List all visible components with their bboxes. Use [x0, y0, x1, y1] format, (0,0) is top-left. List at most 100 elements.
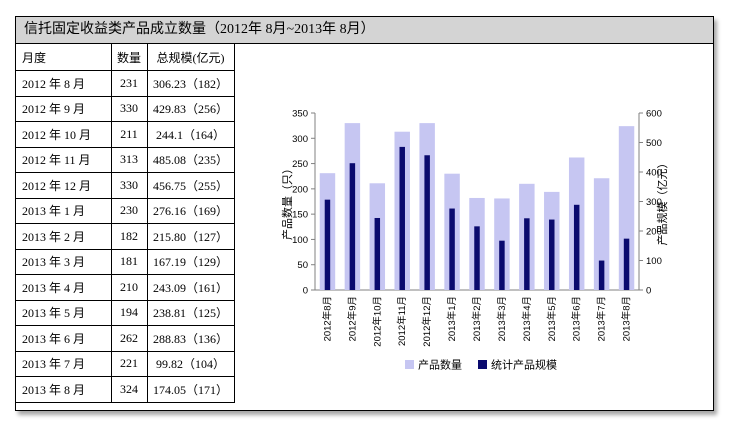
bar-product-scale [399, 146, 405, 290]
cell-count: 211 [110, 121, 148, 148]
cell-month: 2012 年 9 月 [16, 95, 112, 122]
bar-product-scale [324, 199, 331, 290]
cell-scale: 167.19（129） [146, 248, 235, 275]
cell-month: 2013 年 2 月 [16, 223, 112, 250]
cell-count: 194 [110, 299, 148, 326]
right-tick-label: 600 [646, 109, 662, 120]
x-tick-label: 2013年7月 [596, 296, 608, 341]
cell-month: 2013 年 3 月 [16, 248, 112, 275]
x-tick-label: 2013年4月 [521, 296, 533, 341]
table-row: 2012 年 8 月 231 306.23（182） [16, 70, 235, 97]
x-tick-label: 2013年6月 [571, 296, 583, 341]
screenshot-frame: 信托固定收益类产品成立数量（2012年 8月~2013年 8月） 月度 数量 总… [15, 16, 714, 411]
x-tick-label: 2012年8月 [321, 296, 333, 341]
right-axis-title: 产品规模（亿元） [655, 158, 669, 246]
cell-scale: 429.83（256） [146, 95, 235, 122]
bar-product-scale [374, 217, 381, 290]
cell-month: 2013 年 8 月 [16, 376, 112, 403]
bar-product-scale [573, 204, 580, 290]
cell-count: 182 [110, 223, 148, 250]
right-tick-label: 300 [646, 197, 662, 208]
report-panel: 信托固定收益类产品成立数量（2012年 8月~2013年 8月） 月度 数量 总… [15, 16, 714, 411]
table-row: 2013 年 3 月 181 167.19（129） [16, 248, 235, 275]
cell-month: 2013 年 5 月 [16, 299, 112, 326]
cell-count: 210 [110, 274, 148, 301]
cell-scale: 99.82（104） [146, 350, 235, 377]
right-tick-label: 100 [646, 256, 662, 267]
x-tick-label: 2013年3月 [496, 296, 508, 341]
bar-product-scale [449, 208, 455, 290]
legend-label-product-scale: 统计产品规模 [491, 358, 557, 372]
table-row: 2013 年 7 月 221 99.82（104） [16, 350, 235, 377]
cell-scale: 244.1（164） [146, 121, 235, 148]
table-row: 2012 年 12 月 330 456.75（255） [16, 172, 235, 199]
cell-count: 221 [110, 350, 148, 377]
table-header-row: 月度 数量 总规模(亿元) [16, 44, 235, 71]
cell-month: 2012 年 8 月 [16, 70, 112, 97]
cell-scale: 276.16（169） [146, 197, 235, 224]
header-month: 月度 [16, 44, 112, 71]
header-scale: 总规模(亿元) [146, 44, 235, 71]
cell-scale: 174.05（171） [146, 376, 235, 403]
left-tick-label: 200 [292, 184, 308, 195]
cell-count: 230 [110, 197, 148, 224]
data-table: 月度 数量 总规模(亿元) 2012 年 8 月 231 306.23（182） 20… [16, 44, 235, 403]
x-tick-label: 2013年5月 [546, 296, 558, 341]
left-axis-title: 产品数量（只） [280, 163, 294, 240]
cell-month: 2013 年 7 月 [16, 350, 112, 377]
cell-count: 324 [110, 376, 148, 403]
x-tick-label: 2012年9月 [346, 296, 358, 341]
cell-scale: 288.83（136） [146, 325, 235, 352]
panel-title: 信托固定收益类产品成立数量（2012年 8月~2013年 8月） [16, 17, 713, 44]
left-tick-label: 0 [303, 286, 308, 297]
x-tick-label: 2013年8月 [621, 296, 633, 341]
header-count: 数量 [110, 44, 148, 71]
cell-scale: 485.08（235） [146, 146, 235, 173]
legend-label-product-count: 产品数量 [418, 358, 462, 372]
cell-scale: 243.09（161） [146, 274, 235, 301]
cell-month: 2013 年 1 月 [16, 197, 112, 224]
x-tick-label: 2012年11月 [396, 296, 408, 346]
cell-scale: 456.75（255） [146, 172, 235, 199]
bar-product-scale [549, 219, 555, 290]
right-tick-label: 400 [646, 168, 662, 179]
table-row: 2012 年 9 月 330 429.83（256） [16, 95, 235, 122]
left-tick-label: 50 [297, 260, 308, 271]
bar-product-scale [499, 240, 505, 290]
table-row: 2013 年 6 月 262 288.83（136） [16, 325, 235, 352]
x-tick-label: 2013年1月 [446, 296, 458, 341]
bar-product-scale [349, 163, 356, 290]
table-row: 2013 年 5 月 194 238.81（125） [16, 299, 235, 326]
left-tick-label: 300 [292, 134, 308, 145]
table-row: 2012 年 10 月 211 244.1（164） [16, 121, 235, 148]
cell-count: 181 [110, 248, 148, 275]
table-row: 2013 年 4 月 210 243.09（161） [16, 274, 235, 301]
table-row: 2013 年 8 月 324 174.05（171） [16, 376, 235, 403]
bar-product-scale [474, 226, 480, 290]
bar-chart: 0 50 100 150 200 250 300 350 0 100 200 300 400 500 600… [280, 109, 669, 372]
cell-count: 231 [110, 70, 148, 97]
bar-product-scale [524, 218, 530, 290]
cell-count: 330 [110, 95, 148, 122]
cell-scale: 215.80（127） [146, 223, 235, 250]
right-tick-label: 500 [646, 138, 662, 149]
cell-count: 330 [110, 172, 148, 199]
x-tick-label: 2012年10月 [371, 296, 383, 347]
cell-month: 2012 年 11 月 [16, 146, 112, 173]
x-tick-label: 2012年12月 [421, 296, 433, 347]
bar-product-count [618, 126, 635, 290]
cell-month: 2012 年 12 月 [16, 172, 112, 199]
legend-swatch-product-count [405, 360, 414, 369]
right-tick-label: 0 [646, 286, 651, 297]
x-tick-label: 2013年2月 [471, 296, 483, 341]
bar-product-scale [623, 238, 630, 290]
left-tick-label: 100 [292, 235, 308, 246]
left-tick-label: 250 [292, 159, 308, 170]
cell-month: 2013 年 6 月 [16, 325, 112, 352]
cell-scale: 238.81（125） [146, 299, 235, 326]
cell-month: 2013 年 4 月 [16, 274, 112, 301]
cell-count: 313 [110, 146, 148, 173]
bar-product-scale [424, 155, 430, 290]
legend-swatch-product-scale [478, 360, 487, 369]
right-tick-label: 200 [646, 227, 662, 238]
